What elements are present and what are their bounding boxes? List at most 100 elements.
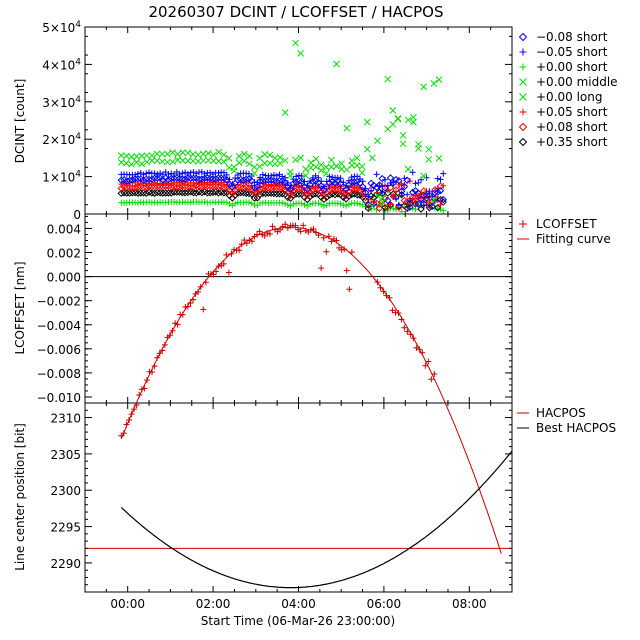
- dcint-point: [278, 190, 286, 198]
- lcoffset-point: [277, 226, 284, 233]
- p1-y-tick-label: 1×104: [42, 170, 81, 185]
- dcint-point: [125, 189, 134, 197]
- dcint-point: [350, 178, 359, 186]
- dcint-point: [420, 202, 427, 209]
- dcint-point: [164, 175, 173, 184]
- dcint-point: [387, 201, 394, 208]
- dcint-point: [374, 137, 381, 145]
- dcint-point: [142, 175, 150, 183]
- lcoffset-point: [179, 311, 186, 318]
- dcint-point: [440, 207, 447, 214]
- dcint-point: [270, 189, 278, 198]
- dcint-point: [181, 175, 189, 183]
- dcint-point: [315, 200, 322, 207]
- dcint-point: [401, 175, 408, 182]
- dcint-point: [139, 189, 148, 197]
- dcint-point: [251, 169, 258, 177]
- dcint-point: [267, 189, 275, 198]
- dcint-point: [171, 199, 178, 206]
- dcint-point: [395, 201, 402, 208]
- dcint-point: [317, 166, 325, 174]
- dcint-point: [151, 179, 158, 186]
- p3-y-tick-label: 2300: [50, 484, 81, 498]
- dcint-point: [248, 200, 255, 207]
- dcint-point: [389, 107, 397, 114]
- lcoffset-point: [143, 377, 150, 384]
- dcint-point: [225, 164, 233, 172]
- legend-label: −0.08 short: [536, 30, 608, 44]
- dcint-point: [125, 176, 134, 185]
- dcint-point: [179, 149, 187, 156]
- dcint-point: [123, 189, 131, 197]
- dcint-point: [322, 163, 330, 171]
- dcint-point: [220, 158, 228, 165]
- lcoffset-point: [264, 230, 271, 237]
- dcint-point: [395, 202, 403, 210]
- legends: −0.08 short−0.05 short+0.00 short+0.00 m…: [517, 30, 618, 435]
- dcint-point: [281, 178, 289, 186]
- dcint-point: [386, 174, 395, 182]
- lcoffset-point: [300, 222, 307, 229]
- dcint-point: [381, 203, 389, 212]
- dcint-point: [386, 201, 395, 209]
- dcint-point: [171, 179, 178, 186]
- p2-y-tick-label: 0.002: [47, 247, 81, 261]
- dcint-point: [143, 158, 151, 166]
- dcint-point: [436, 187, 445, 195]
- dcint-point: [392, 175, 400, 184]
- dcint-point: [307, 178, 314, 185]
- dcint-point: [159, 176, 167, 184]
- dcint-point: [148, 157, 156, 164]
- dcint-point: [404, 116, 412, 124]
- dcint-point: [353, 154, 361, 162]
- dcint-point: [220, 189, 228, 197]
- dcint-point: [276, 159, 284, 167]
- lcoffset-point: [248, 238, 255, 245]
- dcint-point: [186, 174, 195, 183]
- dcint-point: [302, 172, 310, 179]
- lcoffset-point: [416, 346, 423, 353]
- lcoffset-point: [136, 391, 143, 398]
- dcint-point: [240, 150, 248, 158]
- dcint-point: [390, 205, 397, 212]
- dcint-point: [158, 150, 166, 158]
- dcint-point: [425, 156, 433, 163]
- dcint-point: [309, 190, 317, 199]
- dcint-point: [437, 176, 444, 183]
- dcint-point: [133, 158, 141, 166]
- lcoffset-point: [238, 241, 245, 248]
- dcint-point: [411, 200, 420, 208]
- x-axis-label: Start Time (06-Mar-26 23:00:00): [201, 614, 395, 628]
- dcint-point: [215, 148, 223, 156]
- dcint-point: [354, 173, 361, 180]
- dcint-point: [234, 176, 242, 184]
- lcoffset-point: [315, 232, 322, 239]
- lcoffset-point: [197, 283, 204, 290]
- lcoffset-point: [401, 324, 408, 331]
- dcint-point: [214, 174, 223, 182]
- dcint-point: [132, 171, 139, 178]
- lcoffset-point: [343, 267, 350, 274]
- dcint-point: [340, 202, 347, 209]
- dcint-point: [343, 182, 350, 189]
- lcoffset-point: [241, 237, 248, 244]
- dcint-point: [256, 177, 264, 186]
- dcint-point: [390, 179, 397, 186]
- p2-y-tick-label: −0.004: [37, 319, 81, 333]
- dcint-point: [381, 184, 389, 192]
- dcint-point: [279, 200, 286, 207]
- dcint-point: [426, 188, 433, 195]
- dcint-point: [215, 179, 222, 186]
- lcoffset-point: [184, 303, 191, 310]
- dcint-point: [215, 170, 222, 177]
- dcint-point: [217, 174, 225, 182]
- dcint-point: [328, 156, 335, 164]
- dcint-point: [323, 178, 330, 185]
- dcint-point: [406, 203, 414, 211]
- dcint-point: [150, 174, 159, 182]
- dcint-point: [325, 191, 334, 199]
- dcint-point: [376, 183, 383, 190]
- dcint-point: [295, 177, 303, 185]
- legend-marker: [518, 137, 528, 147]
- legend-marker: [518, 122, 528, 132]
